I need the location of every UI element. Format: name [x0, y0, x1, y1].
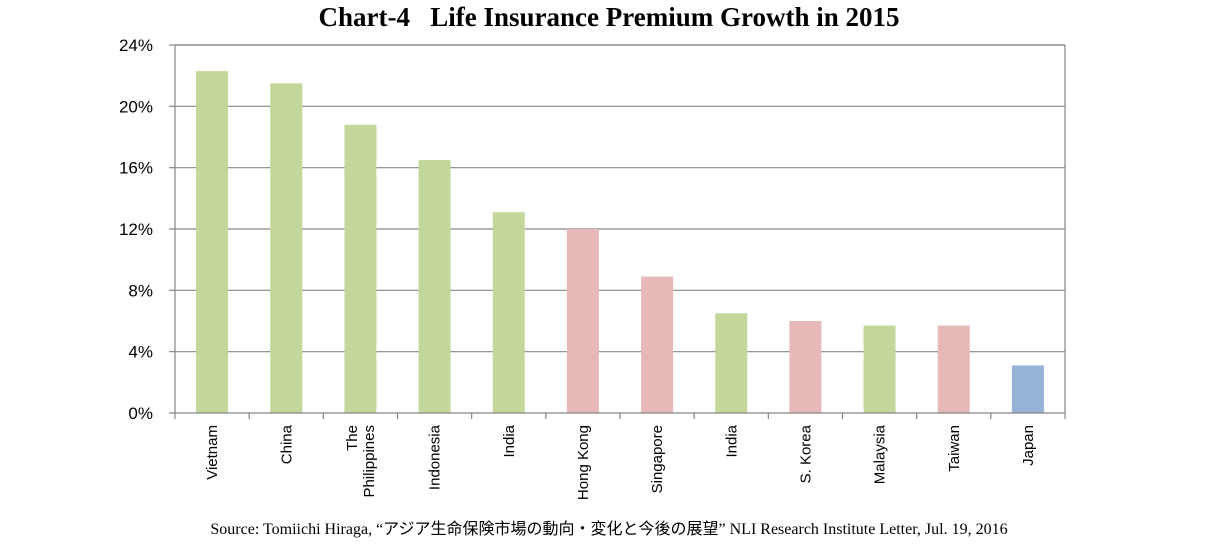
- bar: [641, 276, 674, 413]
- y-tick-label: 12%: [119, 220, 153, 239]
- x-tick-label: S. Korea: [797, 424, 814, 483]
- bar: [789, 321, 822, 413]
- y-tick-label: 16%: [119, 159, 153, 178]
- x-tick-label: Indonesia: [427, 424, 444, 490]
- bar: [344, 124, 377, 413]
- bar: [270, 83, 303, 413]
- bar: [418, 160, 451, 413]
- source-note: Source: Tomiichi Hiraga, “アジア生命保険市場の動向・変…: [210, 521, 1008, 538]
- bar: [715, 313, 748, 413]
- y-tick-label: 4%: [128, 343, 153, 362]
- axes: [169, 44, 1066, 419]
- x-tick-label: Vietnam: [204, 425, 221, 480]
- y-tick-label: 8%: [128, 281, 153, 300]
- gridlines: [175, 44, 1065, 353]
- x-tick-label: The: [344, 425, 361, 451]
- x-tick-label: India: [501, 424, 518, 457]
- x-tick-label: Philippines: [361, 425, 378, 498]
- y-tick-label: 20%: [119, 97, 153, 116]
- bar: [937, 325, 970, 413]
- bar: [863, 325, 896, 413]
- x-tick-label: India: [723, 424, 740, 457]
- bar: [196, 71, 229, 414]
- x-tick-label: Hong Kong: [575, 425, 592, 500]
- x-tick-label: Malaysia: [872, 424, 889, 484]
- bar: [492, 212, 525, 413]
- x-tick-label: China: [278, 424, 295, 464]
- x-tick-label: Singapore: [649, 425, 666, 493]
- y-tick-label: 0%: [128, 404, 153, 423]
- y-tick-labels: 0% 4% 8% 12% 16% 20% 24%: [119, 36, 153, 423]
- bar: [566, 229, 599, 413]
- x-tick-labels: Vietnam China The Philippines Indonesia India…: [204, 424, 1037, 500]
- bar: [1011, 365, 1044, 413]
- x-tick-label: Taiwan: [946, 425, 963, 472]
- y-tick-label: 24%: [119, 36, 153, 55]
- bars: [196, 71, 1044, 414]
- chart-title: Chart-4 Life Insurance Premium Growth in…: [318, 2, 900, 32]
- x-tick-label: Japan: [1020, 425, 1037, 466]
